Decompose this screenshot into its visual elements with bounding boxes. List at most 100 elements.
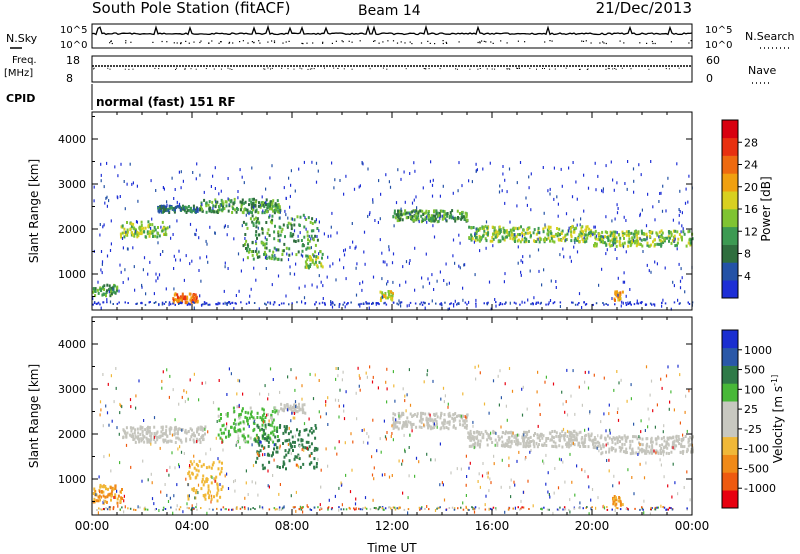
noise-cell (479, 371, 481, 375)
noise-cell (252, 464, 255, 468)
range-gate-cell (518, 233, 521, 236)
noise-cell (530, 172, 532, 176)
range-gate-cell (414, 214, 417, 218)
range-gate-cell (660, 437, 663, 441)
noise-cell (638, 163, 640, 167)
range-gate-cell (165, 425, 168, 429)
range-gate-cell (208, 200, 211, 204)
noise-cell (189, 222, 192, 226)
noise-cell (257, 493, 259, 497)
range-gate-cell (581, 436, 584, 439)
range-gate-cell (648, 445, 651, 449)
nave-point (299, 67, 301, 69)
noise-cell (161, 386, 163, 390)
noise-cell (670, 307, 672, 311)
range-gate-cell (402, 413, 405, 416)
freq-tick-top: 18 (66, 54, 80, 67)
noise-cell (365, 371, 367, 375)
nsearch-point (652, 42, 654, 45)
noise-cell (616, 203, 618, 207)
ground-cell (639, 301, 642, 304)
velocity-cbar-tick-label: 500 (744, 364, 765, 377)
range-gate-cell (140, 439, 143, 443)
noise-cell (504, 272, 506, 276)
nave-point (311, 68, 313, 70)
noise-cell (279, 444, 281, 448)
range-gate-cell (271, 430, 274, 434)
range-gate-cell (132, 438, 135, 441)
range-gate-cell (261, 211, 264, 215)
noise-cell (177, 447, 179, 451)
range-gate-cell (193, 434, 196, 438)
range-gate-cell (302, 213, 305, 217)
range-gate-cell (114, 487, 117, 490)
noise-cell (494, 298, 496, 301)
noise-cell (198, 398, 200, 402)
range-gate-cell (231, 205, 234, 209)
nsearch-point (690, 40, 692, 42)
noise-cell (482, 167, 484, 171)
range-gate-cell (501, 431, 504, 434)
noise-cell (679, 373, 681, 377)
noise-cell (520, 259, 522, 263)
range-gate-cell (92, 287, 95, 291)
ground-cell (313, 506, 316, 509)
range-gate-cell (307, 238, 309, 242)
range-gate-cell (646, 243, 649, 247)
noise-cell (135, 394, 137, 398)
range-gate-cell (608, 448, 611, 452)
ground-cell (207, 303, 209, 306)
noise-cell (556, 195, 558, 199)
noise-cell (409, 172, 411, 175)
range-gate-cell (592, 442, 594, 446)
range-gate-cell (201, 209, 204, 213)
noise-cell (559, 253, 561, 257)
range-gate-cell (221, 485, 224, 489)
range-gate-cell (257, 250, 260, 254)
noise-cell (602, 187, 604, 191)
range-gate-cell (202, 434, 205, 438)
range-gate-cell (680, 444, 683, 448)
range-gate-cell (516, 239, 519, 243)
range-gate-cell (621, 290, 624, 294)
noise-cell (209, 447, 212, 451)
range-gate-cell (146, 440, 149, 444)
range-gate-cell (204, 432, 206, 436)
noise-cell (639, 237, 641, 241)
noise-cell (668, 407, 670, 411)
range-gate-cell (592, 440, 595, 443)
range-gate-cell (615, 239, 618, 243)
noise-cell (235, 443, 237, 447)
range-gate-cell (276, 205, 279, 209)
range-gate-cell (583, 233, 586, 236)
ground-cell (512, 507, 514, 510)
noise-cell (520, 499, 522, 503)
ground-cell (365, 507, 368, 510)
range-gate-cell (434, 418, 437, 422)
noise-cell (235, 294, 237, 297)
noise-cell (618, 381, 620, 385)
nave-point (386, 68, 388, 70)
range-gate-cell (222, 207, 224, 211)
range-gate-cell (668, 436, 671, 440)
ground-cell (200, 304, 203, 306)
noise-cell (196, 162, 198, 166)
nsearch-point (517, 40, 519, 42)
noise-cell (433, 235, 436, 239)
nave-point (554, 68, 556, 70)
noise-cell (320, 468, 322, 472)
range-gate-cell (485, 239, 488, 243)
noise-cell (562, 247, 564, 251)
noise-cell (487, 475, 489, 479)
noise-cell (279, 446, 281, 450)
range-gate-cell (260, 241, 263, 245)
noise-cell (633, 492, 635, 496)
range-gate-cell (161, 229, 164, 233)
noise-cell (639, 212, 641, 216)
nave-point (351, 68, 353, 70)
ground-cell (317, 506, 319, 509)
ground-cell (164, 508, 167, 510)
ground-cell (403, 508, 406, 511)
ground-cell (112, 303, 114, 305)
ground-cell (292, 506, 295, 509)
